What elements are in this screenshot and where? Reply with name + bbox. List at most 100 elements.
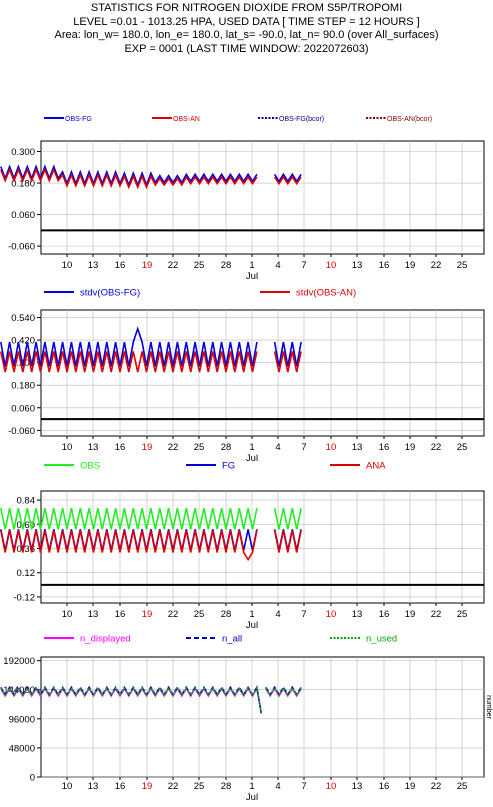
y-tick-label: 0.12 (17, 568, 36, 579)
x-tick-label: 28 (221, 442, 232, 453)
x-tick-label: 13 (352, 609, 363, 620)
x-tick-label: 4 (275, 442, 280, 453)
y-tick-label: 0.84 (17, 496, 36, 507)
x-tick-label: 28 (221, 260, 232, 271)
x-tick-label: 1 (249, 442, 254, 453)
x-tick-label: 10 (62, 260, 73, 271)
y-tick-label: 0.36 (17, 544, 36, 555)
legend-label: stdv(OBS-FG) (80, 288, 140, 299)
x-tick-label: 22 (168, 781, 179, 792)
x-tick-label: 25 (457, 609, 468, 620)
x-tick-label: 4 (275, 609, 280, 620)
x-tick-label: 19 (405, 781, 416, 792)
x-tick-label: 7 (301, 781, 306, 792)
x-tick-label: 10 (326, 442, 337, 453)
x-tick-label: 13 (352, 781, 363, 792)
x-tick-label: 7 (301, 260, 306, 271)
x-tick-label: 28 (221, 781, 232, 792)
x-tick-label: 25 (194, 442, 205, 453)
header-title: STATISTICS FOR NITROGEN DIOXIDE FROM S5P… (90, 2, 403, 14)
series-line-obs-fg (273, 172, 302, 183)
y-tick-label: -0.060 (8, 426, 35, 437)
chart-panel-1: 0.300 0.180 0.060 -0.060 10 13 16 19 22 25 28 1 4 7 10… (0, 116, 485, 282)
plot-frame (40, 656, 485, 778)
x-tick-label: 13 (88, 442, 99, 453)
series-line-obs-an (273, 175, 302, 186)
x-tick-label: 16 (115, 609, 126, 620)
y-tick-label: -0.12 (13, 592, 35, 603)
series-line-stdv-obs-fg- (0, 326, 258, 367)
x-tick-label: 16 (379, 781, 390, 792)
x-tick-label: 22 (168, 609, 179, 620)
x-tick-label: 16 (115, 260, 126, 271)
legend-label: OBS-AN (173, 116, 200, 123)
series-line-obs (273, 508, 302, 530)
x-tick-label: 13 (352, 442, 363, 453)
y-tick-label: 0.060 (11, 210, 35, 221)
y-tick-label: 0.180 (11, 179, 35, 190)
x-tick-label: 22 (431, 781, 442, 792)
x-tick-label: 25 (194, 260, 205, 271)
x-month-label: Jul (246, 620, 258, 631)
y-tick-label: 0.060 (11, 403, 35, 414)
x-tick-label: 25 (194, 781, 205, 792)
x-tick-label: 28 (221, 609, 232, 620)
x-tick-label: 16 (379, 442, 390, 453)
series-line-obs-fg (0, 164, 258, 188)
header-area: Area: lon_w= 180.0, lon_e= 180.0, lat_s=… (54, 29, 439, 41)
x-tick-label: 1 (249, 260, 254, 271)
y-tick-label: 96000 (9, 714, 35, 725)
x-tick-label: 25 (194, 609, 205, 620)
y-tick-label: -0.060 (8, 242, 35, 253)
y-tick-label: 48000 (9, 743, 35, 754)
x-tick-label: 1 (249, 609, 254, 620)
plot-frame (40, 490, 485, 604)
x-tick-label: 7 (301, 609, 306, 620)
legend-label: ANA (366, 461, 386, 472)
x-tick-label: 13 (88, 260, 99, 271)
y-tick-label: 0.60 (17, 520, 36, 531)
x-tick-label: 19 (142, 260, 153, 271)
series-line-n-displayed (0, 686, 263, 714)
legend-label: n_all (222, 634, 242, 645)
x-tick-label: 1 (249, 781, 254, 792)
y-tick-label: 192000 (3, 656, 35, 667)
legend-label: stdv(OBS-AN) (296, 288, 356, 299)
y-axis-label: number (485, 695, 492, 719)
legend-label: OBS-FG (65, 116, 92, 123)
header-level: LEVEL =0.01 - 1013.25 HPA, USED DATA [ T… (73, 15, 420, 28)
x-tick-label: 16 (379, 260, 390, 271)
x-tick-label: 22 (431, 609, 442, 620)
x-month-label: Jul (246, 271, 258, 282)
x-tick-label: 4 (275, 781, 280, 792)
series-line-n-used (265, 686, 302, 697)
series-line-stdv-obs-an- (0, 351, 258, 373)
series-line-ana (0, 530, 258, 562)
x-tick-label: 10 (62, 442, 73, 453)
x-month-label: Jul (246, 792, 258, 803)
chart-header: STATISTICS FOR NITROGEN DIOXIDE FROM S5P… (0, 2, 493, 56)
x-tick-label: 19 (142, 609, 153, 620)
x-tick-label: 16 (379, 609, 390, 620)
x-tick-label: 4 (275, 260, 280, 271)
y-tick-label: 0.540 (11, 313, 35, 324)
x-tick-label: 25 (457, 442, 468, 453)
x-tick-label: 22 (431, 442, 442, 453)
x-tick-label: 10 (326, 781, 337, 792)
legend-label: FG (222, 461, 235, 472)
x-tick-label: 25 (457, 781, 468, 792)
x-tick-label: 19 (405, 442, 416, 453)
x-tick-label: 13 (352, 260, 363, 271)
y-tick-label: 0 (30, 773, 35, 784)
series-line-stdv-obs-fg- (273, 341, 302, 367)
series-line-obs-an (0, 167, 258, 190)
x-tick-label: 10 (326, 260, 337, 271)
header-exp: EXP = 0001 (LAST TIME WINDOW: 2022072603… (124, 42, 369, 55)
y-tick-label: 0.300 (11, 147, 35, 158)
x-tick-label: 22 (431, 260, 442, 271)
x-tick-label: 16 (115, 442, 126, 453)
x-tick-label: 22 (168, 442, 179, 453)
x-tick-label: 16 (115, 781, 126, 792)
